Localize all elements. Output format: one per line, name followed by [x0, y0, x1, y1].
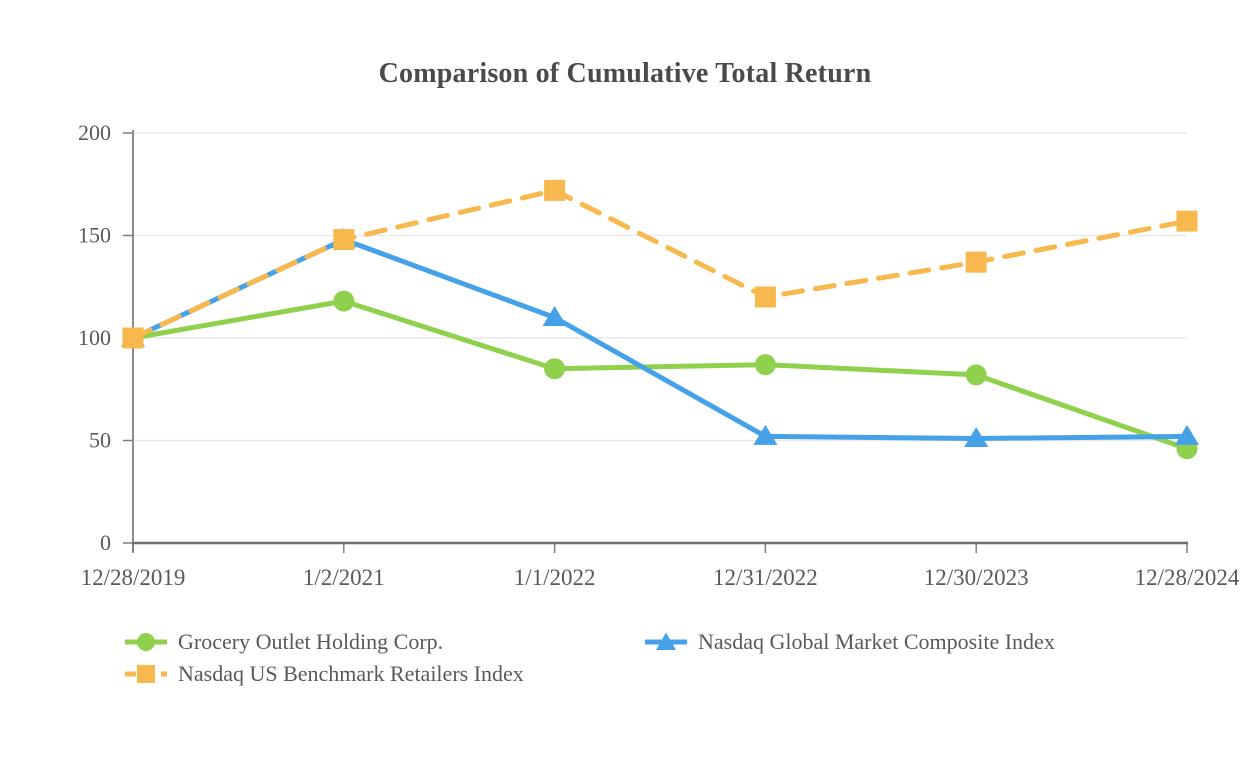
data-point-grocery-outlet-holding-corp — [544, 358, 566, 380]
series-line-grocery-outlet-holding-corp — [130, 298, 1190, 452]
data-point-grocery-outlet-holding-corp — [333, 290, 355, 312]
y-tick-label: 100 — [78, 325, 111, 350]
y-tick-label: 200 — [78, 120, 111, 145]
x-tick-label: 12/28/2019 — [81, 565, 186, 590]
data-point-nasdaq-global-market-composite-index — [964, 426, 989, 447]
series-line-nasdaq-us-benchmark-retailers-index — [130, 187, 1190, 341]
data-point-nasdaq-us-benchmark-retailers-index — [333, 229, 355, 251]
grocery-outlet-line-circle-icon — [125, 633, 167, 651]
data-point-nasdaq-global-market-composite-index — [542, 306, 567, 326]
chart-title: Comparison of Cumulative Total Return — [378, 58, 872, 89]
legend-label-nasdaq-composite: Nasdaq Global Market Composite Index — [698, 629, 1055, 654]
legend: Grocery Outlet Holding Corp. Nasdaq Glob… — [123, 626, 1193, 690]
data-point-grocery-outlet-holding-corp — [965, 364, 987, 386]
legend-label-grocery-outlet: Grocery Outlet Holding Corp. — [178, 629, 444, 654]
x-tick-label: 1/2/2021 — [303, 565, 385, 590]
nasdaq-composite-line-triangle-icon — [645, 632, 687, 650]
data-point-nasdaq-us-benchmark-retailers-index — [965, 251, 987, 273]
data-point-nasdaq-global-market-composite-index — [753, 424, 778, 445]
y-tick-label: 150 — [78, 223, 111, 248]
x-tick-label: 12/31/2022 — [713, 565, 818, 590]
data-point-nasdaq-us-benchmark-retailers-index — [122, 327, 144, 349]
nasdaq-retailers-line-square-icon — [125, 665, 167, 683]
x-tick-label: 1/1/2022 — [514, 565, 596, 590]
data-point-nasdaq-us-benchmark-retailers-index — [544, 179, 566, 201]
series-line-nasdaq-global-market-composite-index — [130, 237, 1190, 441]
data-point-nasdaq-us-benchmark-retailers-index — [754, 286, 776, 308]
x-tick-label: 12/30/2023 — [924, 565, 1029, 590]
y-tick-label: 50 — [89, 428, 111, 453]
data-point-grocery-outlet-holding-corp — [754, 354, 776, 376]
data-point-nasdaq-global-market-composite-index — [1175, 424, 1199, 445]
legend-item-nasdaq-composite: Nasdaq Global Market Composite Index — [643, 626, 1055, 658]
x-tick-label: 12/28/2024 — [1135, 565, 1240, 590]
plot-area: 0 50 100 150 200 12/28/2019 1/2/2021 1/1/2022 12… — [78, 120, 1240, 590]
legend-item-grocery-outlet: Grocery Outlet Holding Corp. — [123, 626, 643, 658]
legend-item-nasdaq-retailers: Nasdaq US Benchmark Retailers Index — [123, 658, 643, 690]
legend-label-nasdaq-retailers: Nasdaq US Benchmark Retailers Index — [178, 661, 524, 686]
data-point-nasdaq-us-benchmark-retailers-index — [1176, 210, 1198, 232]
y-tick-label: 0 — [100, 530, 111, 555]
